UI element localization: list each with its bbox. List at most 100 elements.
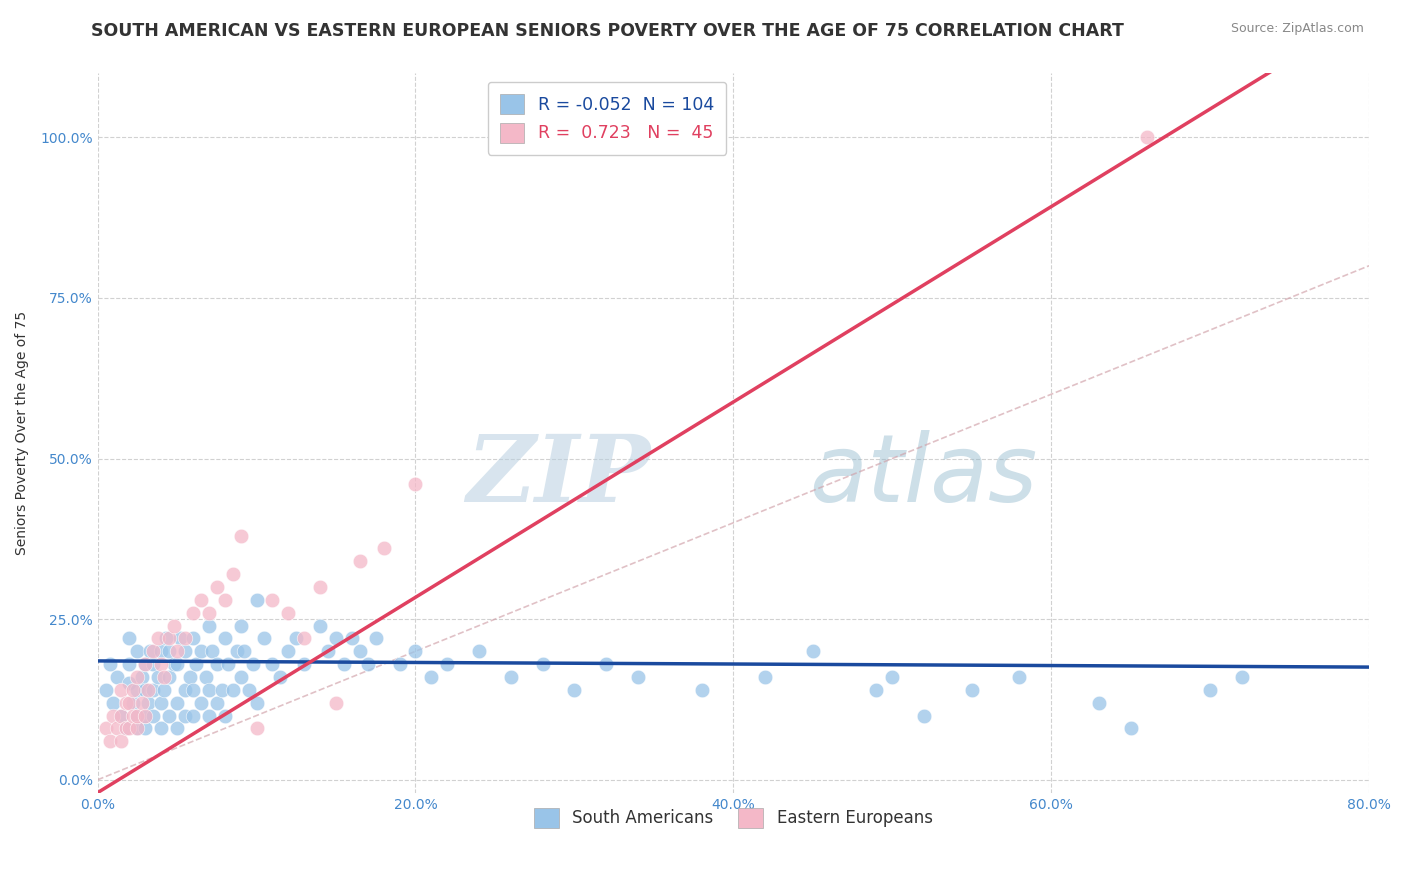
Point <box>292 657 315 672</box>
Point <box>184 657 207 672</box>
Point <box>179 670 201 684</box>
Point <box>121 696 143 710</box>
Point <box>155 632 177 646</box>
Point <box>127 682 149 697</box>
Point <box>174 632 197 646</box>
Point <box>436 657 458 672</box>
Point <box>221 567 243 582</box>
Point <box>468 644 491 658</box>
Point <box>245 722 267 736</box>
Point <box>139 644 162 658</box>
Point <box>690 682 713 697</box>
Point <box>127 722 149 736</box>
Point <box>325 632 347 646</box>
Point <box>1119 722 1142 736</box>
Point <box>118 676 141 690</box>
Point <box>198 618 221 632</box>
Legend: South Americans, Eastern Europeans: South Americans, Eastern Europeans <box>527 801 939 835</box>
Point <box>118 696 141 710</box>
Point <box>190 593 212 607</box>
Point <box>181 606 204 620</box>
Point <box>253 632 276 646</box>
Point <box>912 708 935 723</box>
Point <box>309 618 332 632</box>
Point <box>134 682 156 697</box>
Point <box>499 670 522 684</box>
Point <box>217 657 239 672</box>
Point <box>131 696 153 710</box>
Point <box>157 670 180 684</box>
Point <box>181 682 204 697</box>
Point <box>146 670 169 684</box>
Point <box>309 580 332 594</box>
Point <box>142 644 165 658</box>
Point <box>118 722 141 736</box>
Point <box>238 682 260 697</box>
Point <box>205 657 228 672</box>
Point <box>316 644 339 658</box>
Point <box>98 657 121 672</box>
Point <box>157 708 180 723</box>
Point <box>364 632 387 646</box>
Point <box>194 670 217 684</box>
Point <box>103 696 125 710</box>
Point <box>115 696 138 710</box>
Point <box>404 477 426 491</box>
Point <box>960 682 983 697</box>
Point <box>349 644 371 658</box>
Point <box>174 708 197 723</box>
Point <box>226 644 249 658</box>
Point <box>262 593 284 607</box>
Point <box>105 722 128 736</box>
Point <box>754 670 776 684</box>
Point <box>153 682 176 697</box>
Point <box>105 670 128 684</box>
Point <box>229 528 252 542</box>
Point <box>150 657 173 672</box>
Point <box>214 708 236 723</box>
Point <box>163 657 186 672</box>
Point <box>103 708 125 723</box>
Point <box>181 632 204 646</box>
Point <box>232 644 254 658</box>
Point <box>134 722 156 736</box>
Point <box>340 632 363 646</box>
Point <box>333 657 356 672</box>
Point <box>373 541 395 556</box>
Point <box>150 644 173 658</box>
Point <box>1008 670 1031 684</box>
Point <box>127 708 149 723</box>
Point <box>134 708 156 723</box>
Point <box>174 644 197 658</box>
Point <box>349 554 371 568</box>
Point <box>627 670 650 684</box>
Point <box>882 670 904 684</box>
Point <box>127 708 149 723</box>
Point <box>198 682 221 697</box>
Point <box>181 708 204 723</box>
Point <box>166 657 188 672</box>
Y-axis label: Seniors Poverty Over the Age of 75: Seniors Poverty Over the Age of 75 <box>15 310 30 555</box>
Point <box>166 696 188 710</box>
Point <box>325 696 347 710</box>
Point <box>277 606 299 620</box>
Point <box>118 632 141 646</box>
Point <box>110 734 132 748</box>
Point <box>150 696 173 710</box>
Point <box>1088 696 1111 710</box>
Point <box>163 618 186 632</box>
Point <box>150 722 173 736</box>
Point <box>157 644 180 658</box>
Point <box>262 657 284 672</box>
Point <box>94 682 117 697</box>
Point <box>134 708 156 723</box>
Point <box>564 682 586 697</box>
Text: Source: ZipAtlas.com: Source: ZipAtlas.com <box>1230 22 1364 36</box>
Point <box>131 670 153 684</box>
Point <box>110 708 132 723</box>
Point <box>292 632 315 646</box>
Text: atlas: atlas <box>810 431 1038 522</box>
Point <box>595 657 617 672</box>
Point <box>229 670 252 684</box>
Point <box>865 682 887 697</box>
